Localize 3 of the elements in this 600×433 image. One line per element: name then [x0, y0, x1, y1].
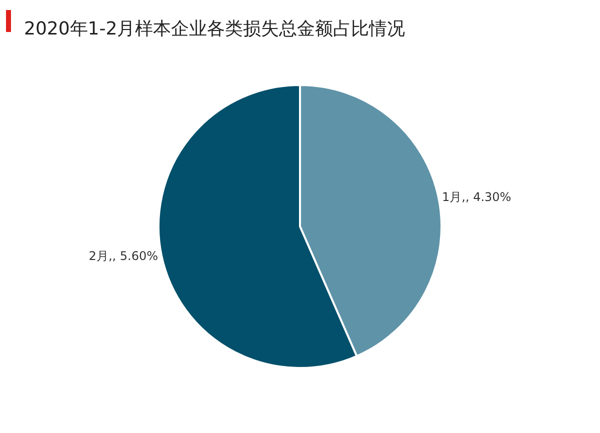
slice-label: 1月,, 4.30%	[442, 190, 512, 204]
chart-title: 2020年1-2月样本企业各类损失总金额占比情况	[24, 18, 406, 40]
slice-label: 2月,, 5.60%	[88, 248, 158, 263]
